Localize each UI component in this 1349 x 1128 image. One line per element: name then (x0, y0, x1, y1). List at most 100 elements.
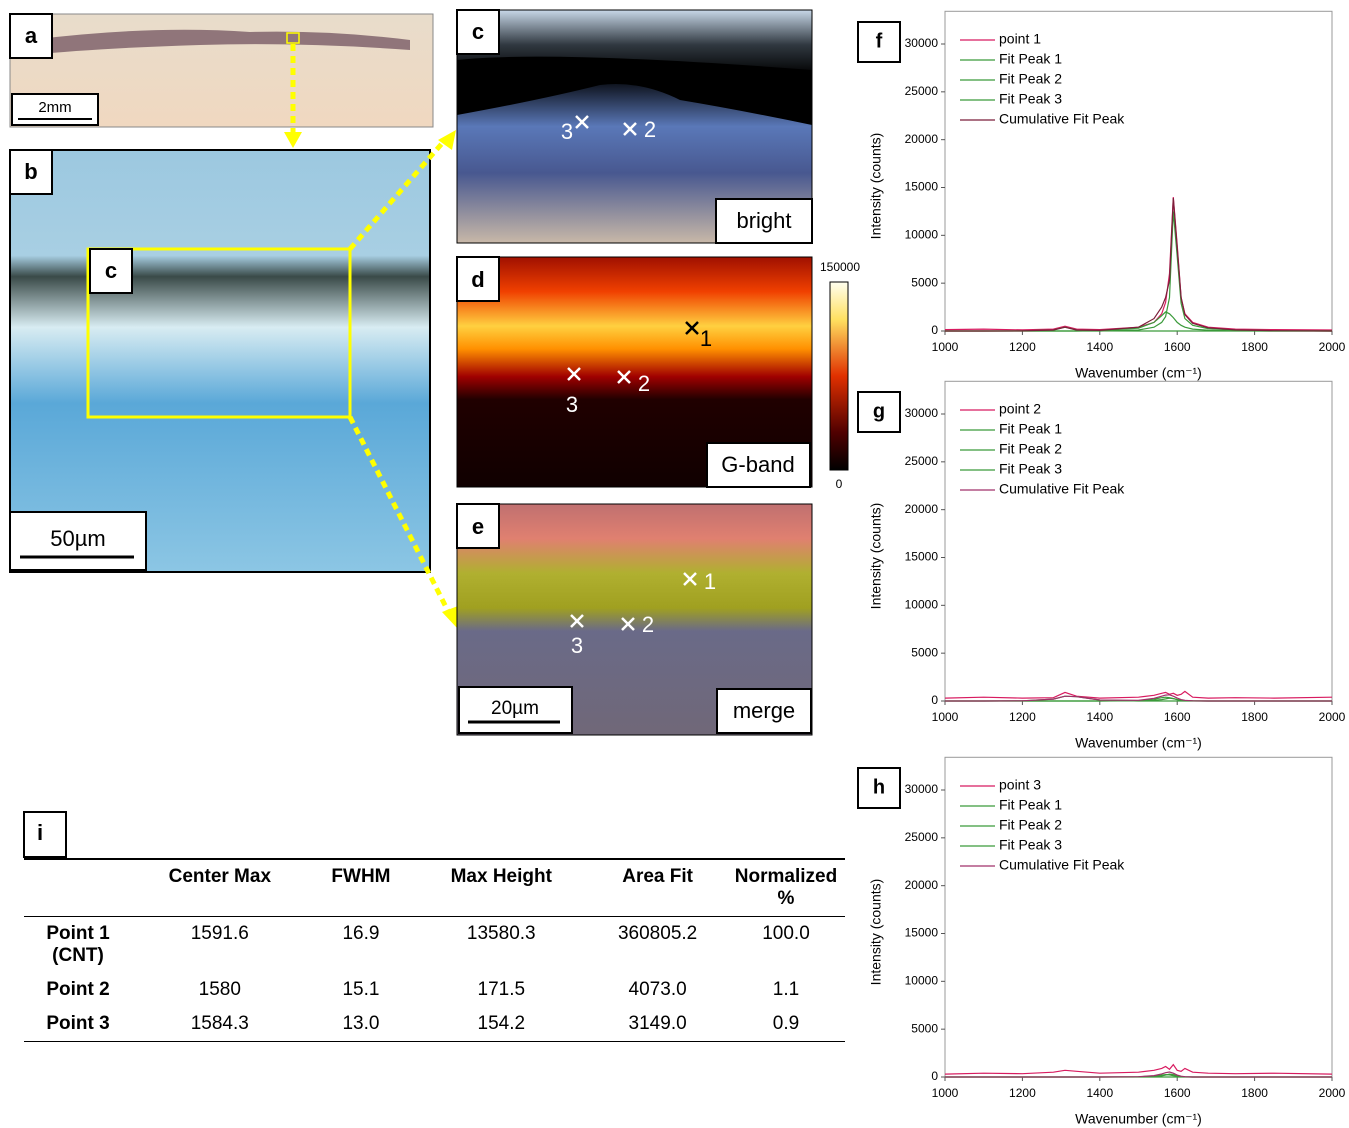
cell: 16.9 (308, 917, 415, 974)
point-label: 1 (700, 73, 712, 98)
point-label: 2 (642, 612, 654, 637)
x-tick-label: 1800 (1241, 1086, 1268, 1100)
panel-label: e (472, 514, 484, 539)
caption: bright (736, 208, 791, 233)
y-tick-label: 5000 (911, 645, 938, 659)
label-box (24, 812, 66, 857)
cell: 154.2 (414, 1007, 588, 1042)
y-tick-label: 30000 (905, 782, 939, 796)
scale-label: 2mm (38, 99, 71, 116)
legend-label: point 2 (999, 401, 1041, 417)
spectrum-line (945, 197, 1332, 330)
y-tick-label: 10000 (905, 974, 939, 988)
legend-label: Fit Peak 3 (999, 461, 1062, 477)
y-tick-label: 0 (931, 323, 938, 337)
y-tick-label: 20000 (905, 502, 939, 516)
cell: 1584.3 (132, 1007, 308, 1042)
point-label: 3 (571, 633, 583, 658)
x-tick-label: 1600 (1164, 340, 1191, 354)
page: a 2mm b c 50µm c bright d G-band 150000 … (0, 0, 1349, 1128)
cell: 13580.3 (414, 917, 588, 974)
x-axis-label: Wavenumber (cm⁻¹) (1075, 365, 1202, 381)
x-tick-label: 1400 (1086, 710, 1113, 724)
y-tick-label: 15000 (905, 180, 939, 194)
legend-label: Fit Peak 3 (999, 837, 1062, 853)
x-tick-label: 1000 (932, 340, 959, 354)
x-tick-label: 1400 (1086, 340, 1113, 354)
x-tick-label: 1200 (1009, 710, 1036, 724)
arrow-head (442, 606, 458, 628)
x-tick-label: 1000 (932, 1086, 959, 1100)
y-axis-label: Intensity (counts) (868, 503, 884, 610)
y-tick-label: 10000 (905, 598, 939, 612)
scale-label: 50µm (50, 526, 105, 551)
cell: 1.1 (727, 973, 845, 1007)
y-tick-label: 0 (931, 693, 938, 707)
colorbar-label: 150000 (820, 260, 860, 274)
x-tick-label: 2000 (1319, 710, 1346, 724)
legend-label: Fit Peak 2 (999, 441, 1062, 457)
colorbar (830, 282, 848, 470)
panel-label: b (24, 159, 37, 184)
inset-label: c (105, 258, 117, 283)
x-axis-label: Wavenumber (cm⁻¹) (1075, 735, 1202, 751)
x-axis-label: Wavenumber (cm⁻¹) (1075, 1111, 1202, 1127)
cell: 13.0 (308, 1007, 415, 1042)
point-label: 2 (638, 371, 650, 396)
x-tick-label: 2000 (1319, 1086, 1346, 1100)
corner (24, 859, 132, 917)
cell: 15.1 (308, 973, 415, 1007)
y-tick-label: 5000 (911, 1021, 938, 1035)
arrow-head (284, 132, 302, 148)
point-label: 3 (561, 119, 573, 144)
image-b (10, 150, 430, 572)
column-header: Max Height (414, 859, 588, 917)
scale-label: 20µm (491, 698, 539, 719)
cell: 100.0 (727, 917, 845, 974)
row-label: Point 3 (24, 1007, 132, 1042)
table-row: Point 2158015.1171.54073.01.1 (24, 973, 845, 1007)
panel-label: c (472, 19, 484, 44)
panel-label: f (876, 30, 883, 52)
x-tick-label: 1800 (1241, 710, 1268, 724)
colorbar-label: 0 (836, 477, 843, 491)
panel-label: g (873, 400, 885, 422)
y-axis-label: Intensity (counts) (868, 133, 884, 240)
x-tick-label: 1200 (1009, 1086, 1036, 1100)
legend-label: Cumulative Fit Peak (999, 111, 1125, 127)
y-tick-label: 25000 (905, 454, 939, 468)
y-tick-label: 20000 (905, 878, 939, 892)
panel-label: h (873, 776, 885, 798)
column-header: Center Max (132, 859, 308, 917)
y-tick-label: 10000 (905, 228, 939, 242)
point-label: 1 (704, 569, 716, 594)
spectrum-line (945, 211, 1332, 331)
legend-label: Fit Peak 1 (999, 797, 1062, 813)
cell: 360805.2 (588, 917, 727, 974)
legend-label: Fit Peak 1 (999, 51, 1062, 67)
point-label: 3 (566, 392, 578, 417)
legend-label: point 1 (999, 31, 1041, 47)
panel-label: a (25, 23, 38, 48)
cell: 4073.0 (588, 973, 727, 1007)
y-tick-label: 0 (931, 1069, 938, 1083)
legend-label: Fit Peak 2 (999, 817, 1062, 833)
y-tick-label: 25000 (905, 830, 939, 844)
x-tick-label: 1600 (1164, 710, 1191, 724)
column-header: Normalized % (727, 859, 845, 917)
y-tick-label: 30000 (905, 36, 939, 50)
spectrum-line (945, 312, 1332, 331)
y-tick-label: 15000 (905, 550, 939, 564)
x-tick-label: 1600 (1164, 1086, 1191, 1100)
cell: 0.9 (727, 1007, 845, 1042)
legend-label: Cumulative Fit Peak (999, 481, 1125, 497)
legend-label: Fit Peak 3 (999, 91, 1062, 107)
row-label: Point 2 (24, 973, 132, 1007)
caption: G-band (721, 452, 794, 477)
y-tick-label: 5000 (911, 275, 938, 289)
panel-label: d (471, 267, 484, 292)
